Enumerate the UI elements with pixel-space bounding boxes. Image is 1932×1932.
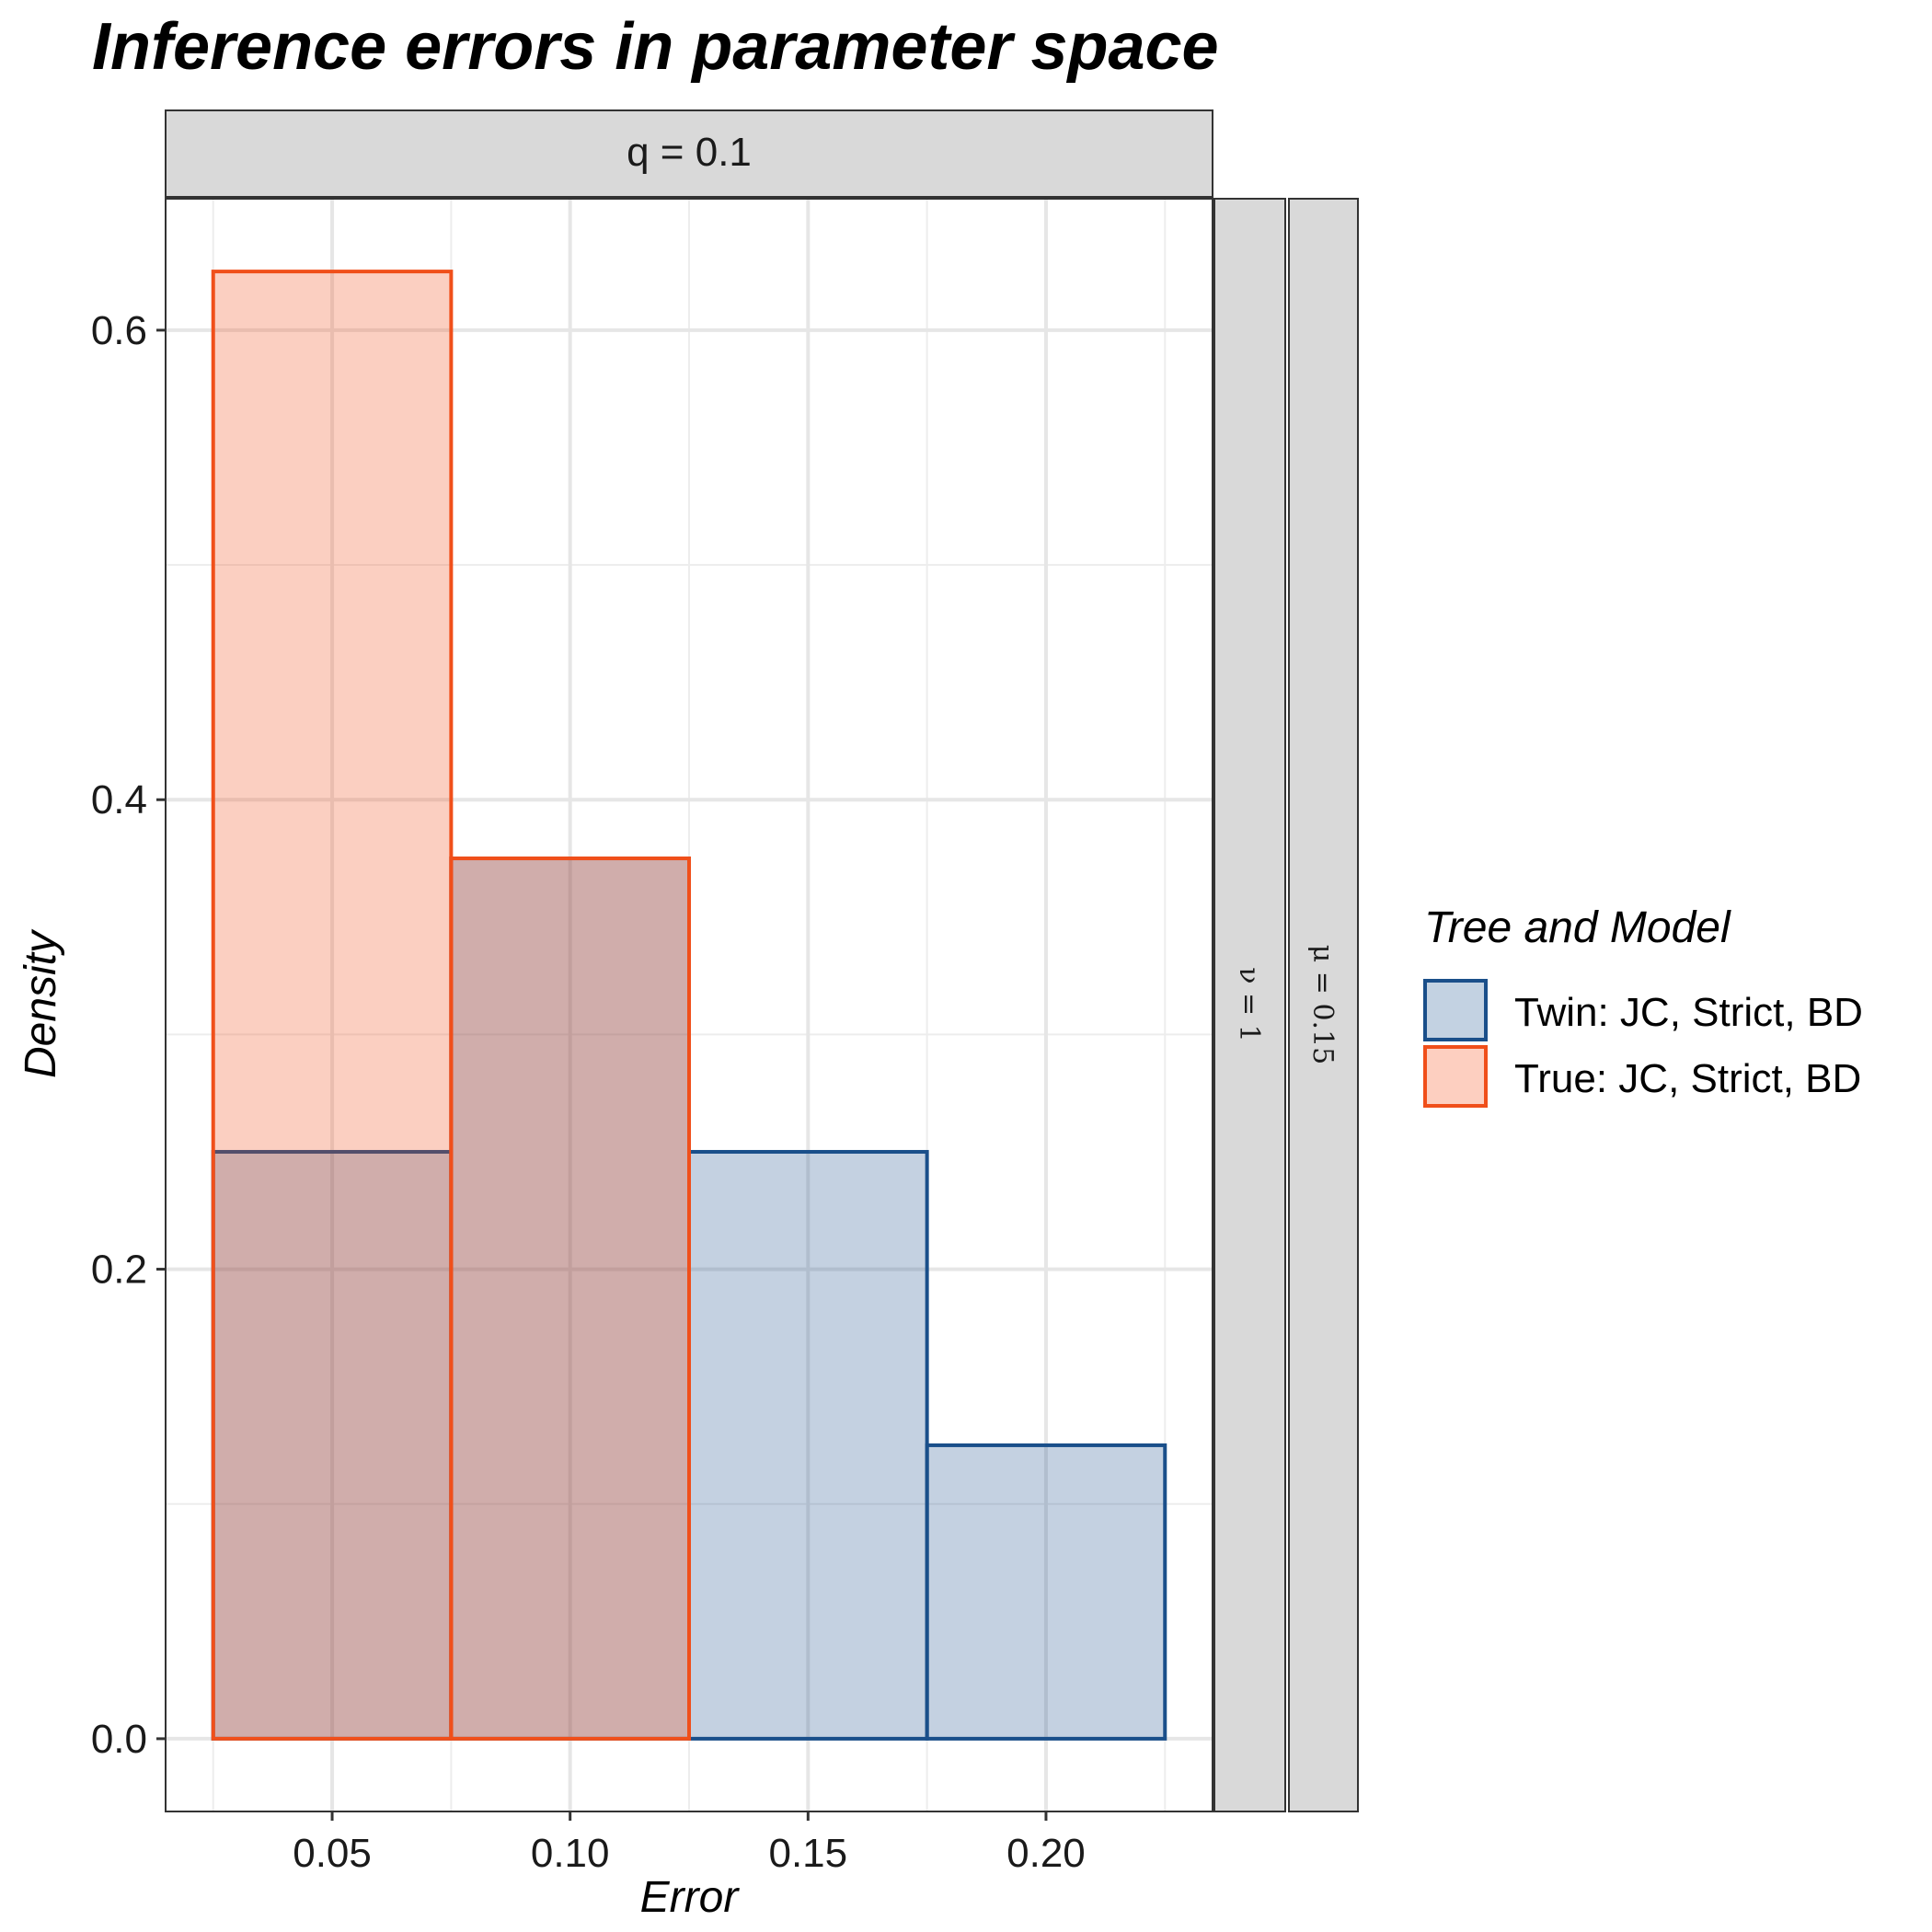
bar-twin-bin-1 (211, 1149, 454, 1741)
facet-strip-top-label: q = 0.1 (627, 130, 752, 175)
x-tick-label: 0.20 (1006, 1831, 1086, 1876)
histogram-bars (211, 270, 1167, 1741)
facet-strip-top (165, 109, 1213, 198)
legend-key-true (1423, 1045, 1488, 1108)
x-tick-label: 0.15 (768, 1831, 847, 1876)
legend-label-twin: Twin: JC, Strict, BD (1514, 990, 1863, 1035)
y-tick-label: 0.6 (91, 308, 147, 353)
bar-true-bin-2 (449, 857, 691, 1741)
y-axis: 0.0 0.2 0.4 0.6 (91, 308, 166, 1762)
x-tick-label: 0.10 (531, 1831, 610, 1876)
facet-strip-right-mu-label: μ = 0.15 (1306, 945, 1339, 1065)
y-axis-title: Density (17, 928, 65, 1078)
bar-true-bin-1 (211, 270, 454, 1741)
x-axis-title: Error (640, 1873, 741, 1922)
facet-strip-right-mu (1288, 198, 1359, 1812)
bar-twin-bin-2 (449, 857, 691, 1741)
plot-panel-border (165, 198, 1213, 1812)
legend-title: Tree and Model (1424, 903, 1731, 952)
x-axis: 0.05 0.10 0.15 0.20 (293, 1811, 1086, 1876)
y-tick-label: 0.4 (91, 777, 147, 822)
y-tick-label: 0.2 (91, 1248, 147, 1293)
bar-twin-bin-4 (925, 1443, 1167, 1741)
chart-title: Inference errors in parameter space (92, 10, 1219, 84)
facet-strip-right-nu-label: ν = 1 (1233, 967, 1265, 1042)
x-tick-label: 0.05 (293, 1831, 372, 1876)
bar-twin-bin-3 (687, 1149, 929, 1741)
legend-key-twin (1423, 979, 1488, 1041)
y-tick-label: 0.0 (91, 1717, 147, 1762)
facet-strip-right-nu (1213, 198, 1286, 1812)
legend-label-true: True: JC, Strict, BD (1514, 1056, 1861, 1101)
legend: Tree and Model Twin: JC, Strict, BD True… (1423, 903, 1863, 1108)
